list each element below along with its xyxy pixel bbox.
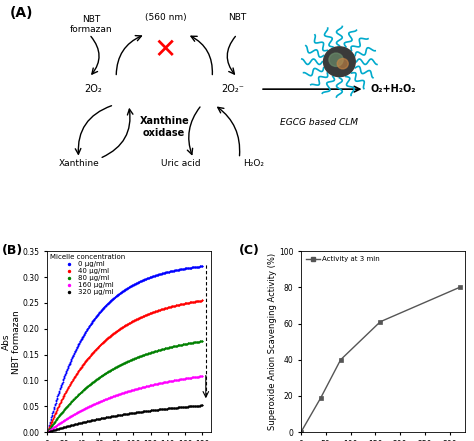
- Legend: 0 μg/ml, 40 μg/ml, 80 μg/ml, 160 μg/ml, 320 μg/ml: 0 μg/ml, 40 μg/ml, 80 μg/ml, 160 μg/ml, …: [49, 253, 126, 296]
- Text: Xanthine
oxidase: Xanthine oxidase: [139, 116, 189, 138]
- Circle shape: [324, 47, 355, 77]
- Text: Uric acid: Uric acid: [161, 158, 201, 168]
- Text: EGCG based CLM: EGCG based CLM: [280, 118, 357, 127]
- Text: (560 nm): (560 nm): [146, 13, 187, 22]
- Legend: Activity at 3 min: Activity at 3 min: [303, 253, 383, 265]
- Text: (B): (B): [1, 244, 23, 257]
- Text: H₂O₂: H₂O₂: [243, 158, 264, 168]
- Text: Xanthine: Xanthine: [58, 158, 99, 168]
- Y-axis label: Superoxide Anion Scavenging Activity (%): Superoxide Anion Scavenging Activity (%): [268, 253, 277, 430]
- Text: NBT: NBT: [228, 13, 246, 22]
- Circle shape: [329, 53, 343, 67]
- Text: (A): (A): [10, 6, 33, 19]
- Text: NBT
formazan: NBT formazan: [70, 15, 112, 34]
- Y-axis label: Abs
NBT formazan: Abs NBT formazan: [2, 310, 21, 374]
- Text: 2O₂: 2O₂: [84, 84, 102, 94]
- Text: ✕: ✕: [154, 36, 177, 64]
- Text: O₂+H₂O₂: O₂+H₂O₂: [371, 84, 416, 94]
- Text: (C): (C): [239, 244, 260, 257]
- Text: 2O₂⁻: 2O₂⁻: [221, 84, 245, 94]
- Circle shape: [337, 59, 348, 69]
